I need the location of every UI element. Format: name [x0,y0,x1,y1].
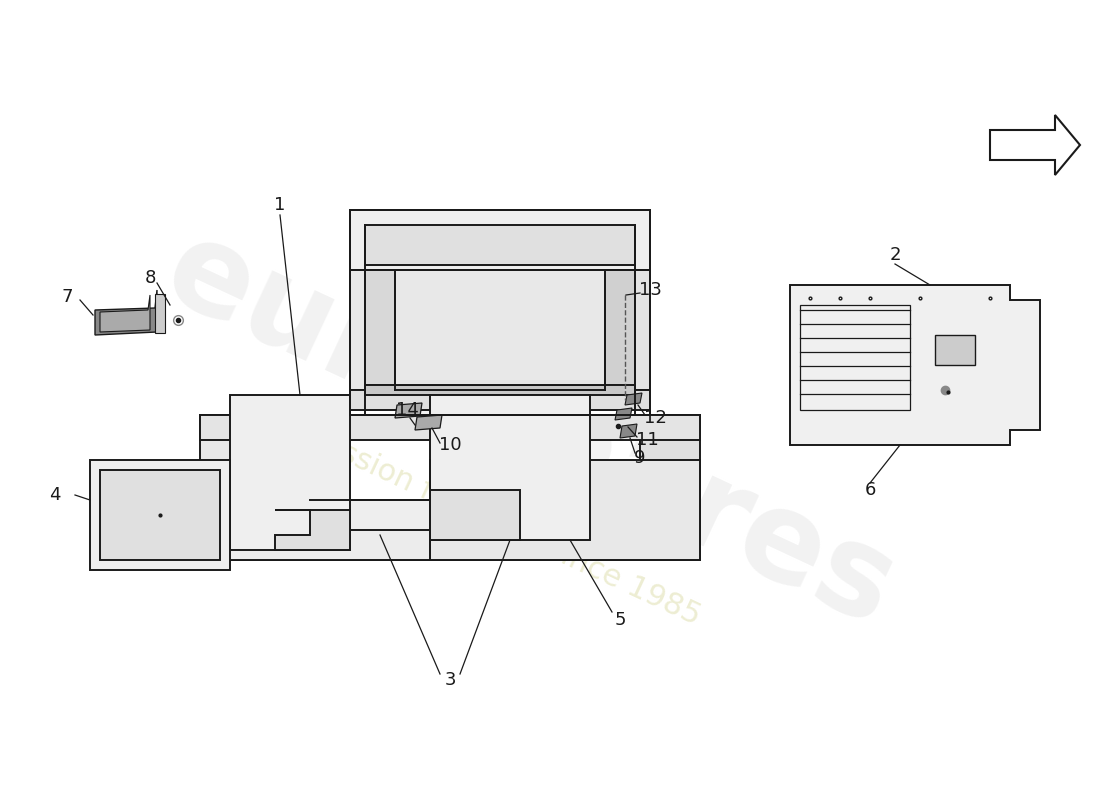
Polygon shape [640,415,700,560]
Text: 13: 13 [639,281,661,299]
Polygon shape [990,115,1080,175]
Polygon shape [230,395,350,550]
Polygon shape [365,225,635,265]
Polygon shape [415,415,442,430]
Polygon shape [615,408,632,420]
Polygon shape [430,490,520,540]
Polygon shape [635,270,650,390]
Polygon shape [100,470,220,560]
Polygon shape [395,270,605,385]
Polygon shape [430,460,700,560]
Text: 6: 6 [865,481,876,499]
Text: 7: 7 [62,288,73,306]
Polygon shape [200,415,260,560]
Text: eurospares: eurospares [146,208,914,652]
Text: 11: 11 [636,431,659,449]
Polygon shape [365,270,395,385]
Polygon shape [605,270,635,385]
Polygon shape [620,424,637,438]
Text: 5: 5 [614,611,626,629]
Polygon shape [155,294,165,333]
Text: 2: 2 [889,246,901,264]
Polygon shape [365,385,635,395]
Text: 8: 8 [144,269,156,287]
Polygon shape [430,395,590,540]
Text: 1: 1 [274,196,286,214]
Polygon shape [100,295,150,332]
Polygon shape [95,290,157,335]
Polygon shape [200,415,700,440]
Text: 14: 14 [396,401,418,419]
Text: 4: 4 [50,486,60,504]
Text: 12: 12 [644,409,667,427]
Polygon shape [625,393,642,405]
Polygon shape [790,285,1040,445]
Polygon shape [350,270,365,390]
Text: 9: 9 [635,449,646,467]
Text: 3: 3 [444,671,455,689]
Polygon shape [200,500,430,560]
Polygon shape [90,460,230,570]
Polygon shape [200,500,700,560]
Polygon shape [935,335,975,365]
Text: 10: 10 [439,436,461,454]
Polygon shape [350,390,650,410]
Polygon shape [395,403,422,418]
Polygon shape [275,510,350,550]
Polygon shape [350,210,650,270]
Text: a passion for parts since 1985: a passion for parts since 1985 [275,410,705,630]
